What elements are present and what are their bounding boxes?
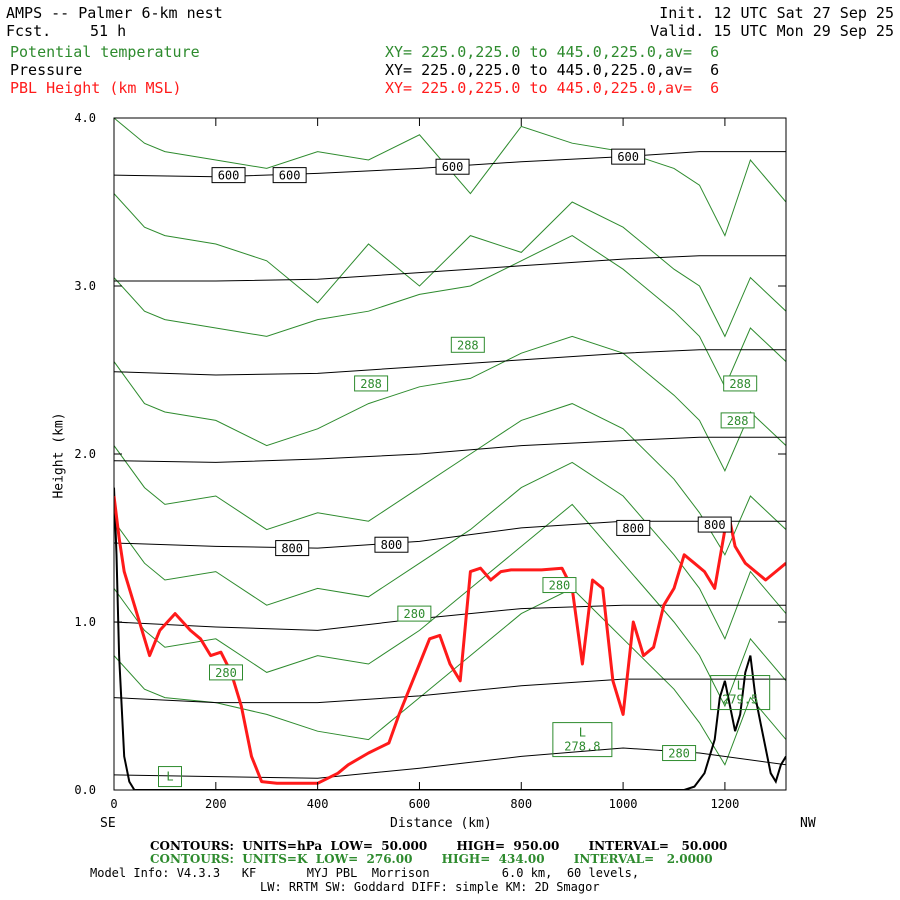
- theta-contour-7: [114, 118, 786, 237]
- plot-title: AMPS -- Palmer 6-km nest: [6, 4, 223, 22]
- svg-text:288: 288: [457, 338, 479, 352]
- theta-contour-1: [114, 503, 786, 708]
- x-tick-label: 1000: [609, 797, 638, 811]
- svg-text:288: 288: [727, 414, 749, 428]
- svg-text:280: 280: [404, 607, 426, 621]
- svg-text:288: 288: [729, 377, 751, 391]
- theta-label-288: 288: [450, 336, 485, 353]
- svg-text:279.5: 279.5: [722, 693, 758, 707]
- theta-label-280: 280: [662, 745, 697, 762]
- valid-time: Valid. 15 UTC Mon 29 Sep 25: [650, 22, 894, 40]
- pressure-label-800: 800: [697, 516, 732, 533]
- contours-theta-info: CONTOURS: UNITS=K LOW= 276.00 HIGH= 434.…: [150, 852, 713, 866]
- x-tick-label: 1200: [710, 797, 739, 811]
- svg-text:600: 600: [218, 169, 240, 183]
- svg-text:288: 288: [360, 377, 382, 391]
- y-tick-label: 3.0: [74, 279, 96, 293]
- field-theta-xy: XY= 225.0,225.0 to 445.0,225.0,av= 6: [385, 43, 720, 61]
- field-pressure-name: Pressure: [10, 61, 83, 79]
- svg-text:L: L: [579, 726, 586, 740]
- forecast-hour: 51 h: [90, 22, 127, 40]
- svg-text:278.8: 278.8: [564, 740, 600, 754]
- right-end-label: NW: [800, 816, 816, 831]
- x-tick-label: 600: [409, 797, 431, 811]
- pressure-label-600: 600: [272, 167, 307, 184]
- x-axis-label: Distance (km): [390, 816, 492, 831]
- pressure-label-600: 600: [211, 167, 246, 184]
- field-pbl-name: PBL Height (km MSL): [10, 79, 182, 97]
- svg-text:600: 600: [617, 150, 639, 164]
- y-tick-label: 4.0: [74, 111, 96, 125]
- pbl-height-line: [114, 495, 786, 785]
- theta-label-288: 288: [723, 375, 758, 392]
- x-tick-label: 400: [307, 797, 329, 811]
- y-axis-label: Height (km): [51, 412, 67, 499]
- pressure-contour-1: [114, 678, 786, 704]
- svg-text:280: 280: [215, 666, 237, 680]
- left-end-label: SE: [100, 816, 116, 831]
- pressure-contour-3: [114, 520, 786, 549]
- theta-contour-3: [114, 403, 786, 556]
- svg-text:800: 800: [281, 542, 303, 556]
- svg-text:L: L: [166, 770, 173, 784]
- pressure-label-800: 800: [374, 536, 409, 553]
- field-pbl-xy: XY= 225.0,225.0 to 445.0,225.0,av= 6: [385, 79, 720, 97]
- pressure-label-600: 600: [435, 158, 470, 175]
- theta-contour-6: [114, 193, 786, 338]
- svg-text:800: 800: [622, 521, 644, 535]
- theta-label-280: 280: [542, 577, 577, 594]
- theta-label-280: 280: [209, 664, 243, 681]
- contours-pressure-info: CONTOURS: UNITS=hPa LOW= 50.000 HIGH= 95…: [150, 839, 728, 853]
- svg-text:600: 600: [442, 160, 464, 174]
- svg-text:600: 600: [279, 169, 301, 183]
- pressure-label-800: 800: [275, 540, 310, 557]
- pressure-contour-6: [114, 255, 786, 282]
- theta-label-280: 280: [397, 605, 432, 622]
- theta-contour-2: [114, 461, 786, 641]
- init-time: Init. 12 UTC Sat 27 Sep 25: [659, 4, 894, 22]
- y-tick-label: 1.0: [74, 615, 96, 629]
- svg-text:280: 280: [549, 579, 571, 593]
- x-tick-label: 200: [205, 797, 227, 811]
- pressure-contour-4: [114, 436, 786, 463]
- y-tick-label: 0.0: [74, 783, 96, 797]
- pressure-contour-5: [114, 349, 786, 376]
- plot-frame: [113, 117, 787, 791]
- x-tick-label: 800: [510, 797, 532, 811]
- pressure-label-800: 800: [616, 519, 651, 536]
- terrain-line: [114, 487, 786, 790]
- field-theta-name: Potential temperature: [10, 43, 200, 61]
- pressure-label-600: 600: [611, 148, 646, 165]
- svg-text:280: 280: [668, 747, 690, 761]
- y-tick-label: 2.0: [74, 447, 96, 461]
- theta-contour-0: [114, 587, 786, 766]
- theta-contour-5: [114, 235, 786, 388]
- svg-text:800: 800: [381, 538, 403, 552]
- pressure-contour-2: [114, 604, 786, 631]
- x-tick-label: 0: [110, 797, 117, 811]
- theta-label-288: 288: [720, 412, 755, 429]
- theta-label-288: 288: [354, 375, 389, 392]
- field-pressure-xy: XY= 225.0,225.0 to 445.0,225.0,av= 6: [385, 61, 720, 79]
- theta-contour-4: [114, 335, 786, 472]
- forecast-label: Fcst.: [6, 22, 52, 40]
- model-physics: LW: RRTM SW: Goddard DIFF: simple KM: 2D…: [260, 880, 600, 894]
- model-info: Model Info: V4.3.3 KF MYJ PBL Morrison 6…: [90, 866, 640, 880]
- svg-text:L: L: [737, 679, 744, 693]
- theta-low-marker-2: L: [158, 766, 182, 788]
- svg-text:800: 800: [704, 518, 726, 532]
